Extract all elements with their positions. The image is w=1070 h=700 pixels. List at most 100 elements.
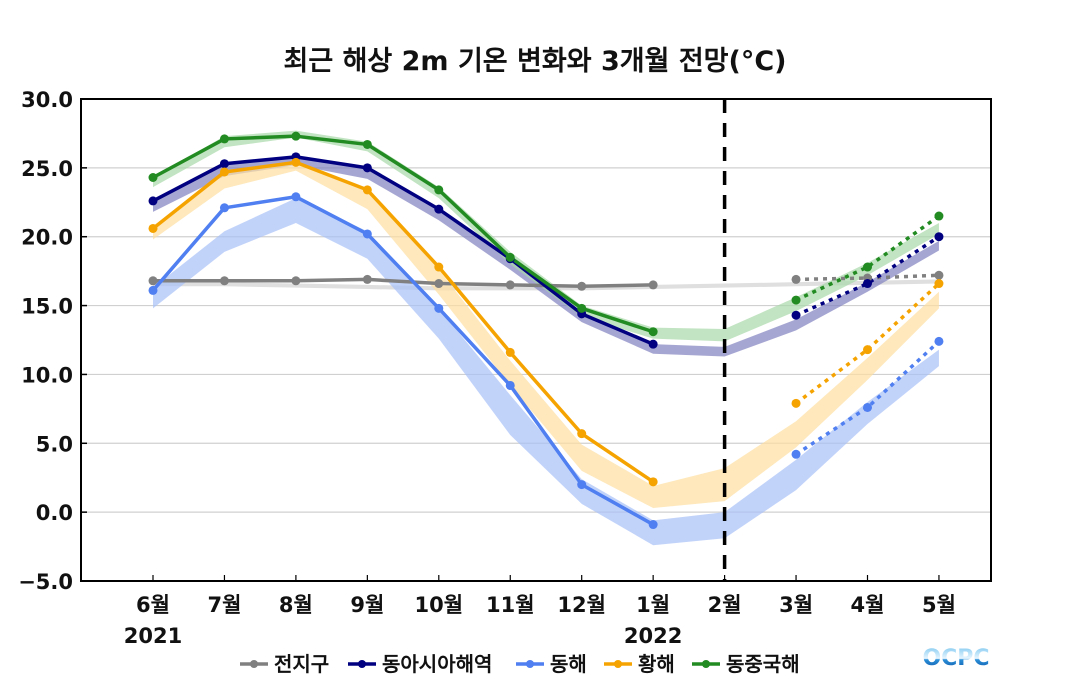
- observed-point-황해: [648, 477, 658, 487]
- x-tick-label: 6월: [136, 593, 170, 617]
- y-tick-label: 30.0: [21, 88, 73, 112]
- observed-line-동해: [151, 195, 655, 527]
- observed-point-동중국해: [648, 327, 658, 337]
- forecast-point-전지구: [791, 274, 801, 284]
- observed-point-황해: [505, 347, 515, 357]
- forecast-line-동해: [795, 340, 941, 456]
- observed-point-전지구: [577, 281, 587, 291]
- observed-point-동해: [291, 192, 301, 202]
- observed-point-황해: [434, 262, 444, 272]
- forecast-point-동해: [934, 336, 944, 346]
- legend-marker: [614, 660, 622, 668]
- forecast-point-전지구: [934, 270, 944, 280]
- legend-item: 동해: [516, 652, 587, 676]
- y-tick-label: 15.0: [21, 295, 73, 319]
- observed-point-동아시아해역: [219, 159, 229, 169]
- observed-line-황해: [151, 160, 655, 484]
- legend-label: 동해: [550, 652, 587, 676]
- x-tick-label: 4월: [851, 593, 885, 617]
- x-tick-label: 8월: [279, 593, 313, 617]
- forecast-line-전지구: [796, 273, 940, 282]
- observed-point-전지구: [148, 276, 158, 286]
- x-tick-label: 9월: [350, 593, 384, 617]
- y-tick-label: −5.0: [18, 570, 73, 594]
- legend-item: 전지구: [240, 652, 329, 676]
- observed-point-황해: [219, 167, 229, 177]
- legend-item: 동중국해: [692, 652, 800, 676]
- x-tick-label: 2월: [708, 593, 742, 617]
- y-axis-ticks: 30.0 25.0 20.0 15.0 10.0 5.0 0.0 −5.0: [18, 88, 87, 594]
- observed-point-황해: [577, 429, 587, 439]
- observed-point-동해: [505, 380, 515, 390]
- forecast-point-동아시아해역: [791, 310, 801, 320]
- legend-marker: [526, 660, 534, 668]
- forecast-line-동아시아해역: [795, 235, 940, 317]
- legend-marker: [358, 660, 366, 668]
- x-axis-ticks: 6월 7월 8월 9월 10월 11월 12월 1월 2월 3월 4월 5월 2021 2022: [124, 575, 956, 648]
- observed-point-동중국해: [577, 303, 587, 313]
- observed-point-동해: [434, 303, 444, 313]
- chart-title: 최근 해상 2m 기온 변화와 3개월 전망(°C): [283, 46, 786, 77]
- ocpc-logo-text: OCPC: [922, 646, 989, 671]
- y-tick-label: 20.0: [21, 226, 73, 250]
- observed-point-동아시아해역: [434, 204, 444, 214]
- observed-point-동중국해: [362, 139, 372, 149]
- observed-point-동중국해: [148, 172, 158, 182]
- legend-marker: [250, 660, 258, 668]
- forecast-point-동해: [791, 449, 801, 459]
- forecast-point-황해: [863, 345, 872, 355]
- observed-point-황해: [362, 185, 372, 195]
- observed-point-전지구: [434, 279, 444, 289]
- observed-point-전지구: [362, 274, 372, 284]
- forecast-point-황해: [934, 279, 944, 289]
- observed-line-전지구: [153, 277, 654, 289]
- year-label: 2022: [624, 624, 682, 648]
- y-tick-label: 5.0: [36, 432, 73, 456]
- observed-point-황해: [291, 157, 301, 167]
- legend-label: 황해: [638, 652, 675, 676]
- forecast-point-동해: [863, 402, 872, 412]
- gridlines: [81, 167, 991, 513]
- observed-point-동해: [148, 285, 158, 295]
- forecast-point-동아시아해역: [934, 232, 944, 242]
- forecast-line-황해: [794, 282, 941, 405]
- x-tick-label: 3월: [779, 593, 813, 617]
- observed-point-전지구: [648, 280, 658, 290]
- legend-marker: [702, 660, 710, 668]
- observed-line-동아시아해역: [152, 155, 654, 346]
- observed-point-동중국해: [291, 131, 301, 141]
- forecast-line-동중국해: [795, 214, 940, 302]
- legend-label: 동아시아해역: [382, 652, 492, 676]
- observed-point-동아시아해역: [148, 196, 158, 206]
- x-tick-label: 10월: [415, 593, 464, 617]
- observed-point-동해: [577, 480, 587, 490]
- year-label: 2021: [124, 624, 182, 648]
- legend-label: 전지구: [274, 652, 329, 676]
- observed-point-동해: [648, 520, 658, 530]
- observed-point-전지구: [219, 276, 229, 286]
- observed-point-동중국해: [219, 134, 229, 144]
- x-tick-label: 5월: [922, 593, 956, 617]
- forecast-point-동중국해: [863, 262, 872, 272]
- forecast-point-동아시아해역: [863, 279, 872, 289]
- observed-point-동해: [362, 229, 372, 239]
- x-tick-label: 12월: [557, 593, 606, 617]
- climatology-band-전지구: [153, 279, 939, 291]
- legend: 전지구 동아시아해역 동해 황해 동중국해: [240, 652, 800, 676]
- climatology-band-동해: [153, 198, 939, 546]
- y-tick-label: 10.0: [21, 363, 73, 387]
- climatology-band-동아시아해역: [153, 156, 939, 357]
- ocpc-logo: OCPC: [922, 646, 989, 671]
- y-tick-label: 0.0: [36, 501, 73, 525]
- forecast-point-동중국해: [934, 211, 944, 221]
- legend-item: 황해: [604, 652, 675, 676]
- legend-item: 동아시아해역: [348, 652, 492, 676]
- forecast-point-황해: [791, 398, 801, 408]
- observed-line-동중국해: [152, 134, 654, 334]
- x-tick-label: 1월: [636, 593, 670, 617]
- observed-point-동해: [219, 203, 229, 213]
- observed-point-동중국해: [434, 185, 444, 195]
- observed-point-황해: [148, 223, 158, 233]
- y-tick-label: 25.0: [21, 157, 73, 181]
